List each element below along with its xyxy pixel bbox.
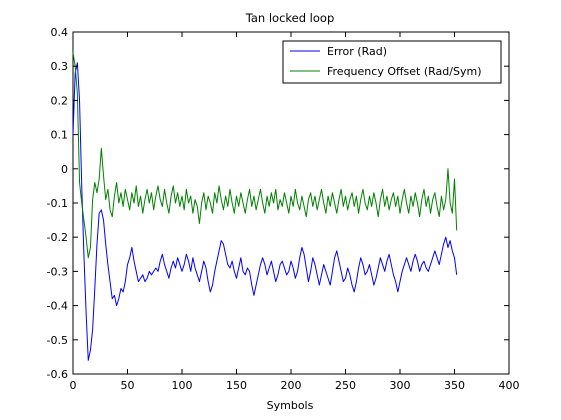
chart-title: Tan locked loop: [245, 11, 335, 25]
y-tick-label: -0.1: [47, 197, 68, 210]
x-axis-label: Symbols: [267, 399, 314, 412]
x-axis-ticks: 0 50 100 150 200 250 300 350 400: [70, 32, 520, 392]
y-tick-label: -0.2: [47, 231, 68, 244]
x-tick-label: 150: [226, 379, 247, 392]
y-tick-label: 0.3: [51, 60, 69, 73]
legend-label-error: Error (Rad): [327, 45, 387, 58]
x-tick-label: 400: [499, 379, 520, 392]
x-tick-label: 350: [444, 379, 465, 392]
y-tick-label: 0.4: [51, 26, 69, 39]
y-tick-label: 0: [61, 163, 68, 176]
x-tick-label: 300: [390, 379, 411, 392]
x-tick-label: 0: [70, 379, 77, 392]
legend: Error (Rad) Frequency Offset (Rad/Sym): [282, 40, 502, 84]
x-tick-label: 200: [281, 379, 302, 392]
y-tick-label: -0.4: [47, 300, 68, 313]
y-axis-ticks: -0.6 -0.5 -0.4 -0.3 -0.2 -0.1 0 0.1 0.2 0.3 0.4: [47, 26, 509, 381]
x-tick-label: 50: [121, 379, 135, 392]
y-tick-label: 0.1: [51, 129, 69, 142]
series-line-frequency-offset: [72, 52, 458, 259]
series-line-error: [72, 62, 458, 361]
plot-area: 0 50 100 150 200 250 300 350 400 -0.6-0.5-0.4-0.…: [47, 26, 520, 392]
legend-box: [282, 40, 502, 84]
series-layer: [72, 52, 458, 361]
y-tick-label: -0.5: [47, 334, 68, 347]
y-tick-label: 0.2: [51, 94, 69, 107]
y-tick-label: -0.6: [47, 368, 68, 381]
legend-label-frequency-offset: Frequency Offset (Rad/Sym): [327, 65, 482, 78]
x-tick-label: 100: [172, 379, 193, 392]
y-tick-label: -0.3: [47, 265, 68, 278]
x-tick-label: 250: [335, 379, 356, 392]
